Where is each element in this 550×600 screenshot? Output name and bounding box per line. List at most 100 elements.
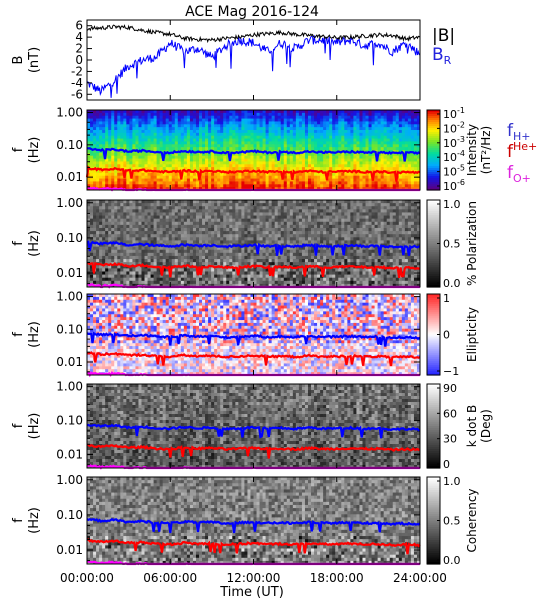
spectrogram-cell [183, 115, 188, 120]
spectrogram-cell [238, 203, 242, 207]
spectrogram-cell [235, 262, 239, 266]
spectrogram-cell [298, 161, 303, 165]
spectrogram-cell [111, 178, 115, 182]
spectrogram-cell [389, 118, 394, 122]
spectrogram-cell [217, 212, 221, 217]
spectrogram-cell [114, 152, 118, 157]
spectrogram-cell [292, 130, 297, 134]
spectrogram-cell [301, 135, 306, 140]
spectrogram-cell [311, 178, 315, 182]
spectrogram-cell [289, 147, 294, 151]
spectrogram-cell [277, 135, 282, 140]
spectrogram-cell [241, 277, 245, 282]
spectrogram-cell [195, 124, 200, 128]
spectrogram-cell [141, 175, 146, 180]
spectrogram-cell [271, 147, 276, 151]
spectrogram-cell [398, 124, 403, 128]
spectrogram-cell [120, 268, 124, 272]
spectrogram-cell [404, 187, 409, 191]
spectrogram-cell [126, 271, 130, 276]
spectrogram-cell [401, 184, 406, 188]
spectrogram-cell [165, 259, 170, 263]
spectrogram-cell [183, 144, 188, 148]
spectrogram-cell [235, 164, 239, 168]
spectrogram-cell [171, 237, 176, 241]
spectrogram-cell [205, 130, 209, 134]
spectrogram-cell [259, 271, 264, 276]
spectrogram-cell [259, 124, 264, 128]
spectrogram-cell [214, 144, 218, 148]
spectrogram-cell [211, 121, 215, 125]
spectrogram-cell [195, 252, 200, 257]
spectrogram-cell [165, 283, 170, 288]
spectrogram-cell [413, 138, 418, 142]
spectrogram-cell [108, 221, 112, 226]
spectrogram-cell [359, 141, 363, 145]
spectrogram-cell [165, 249, 170, 254]
spectrogram-cell [99, 209, 103, 213]
spectrogram-cell [389, 124, 394, 128]
spectrogram-cell [159, 172, 164, 177]
spectrogram-cell [241, 155, 245, 160]
spectrogram-cell [326, 130, 330, 134]
spectrogram-cell [199, 200, 203, 204]
spectrogram-cell [344, 124, 348, 128]
spectrogram-cell [359, 164, 363, 168]
spectrogram-cell [99, 280, 103, 285]
spectrogram-cell [256, 200, 261, 204]
spectrogram-cell [90, 127, 94, 131]
spectrogram-cell [208, 203, 212, 207]
spectrogram-cell [341, 181, 345, 185]
spectrogram-cell [205, 164, 209, 168]
spectrogram-cell [353, 152, 357, 157]
spectrogram-cell [353, 127, 357, 131]
colorbar-swatch [427, 114, 440, 117]
spectrogram-cell [362, 187, 367, 191]
spectrogram-cell [208, 184, 212, 188]
spectrogram-cell [274, 161, 279, 165]
spectrogram-cell [244, 237, 248, 241]
spectrogram-cell [238, 184, 242, 188]
spectrogram-cell [338, 172, 342, 177]
spectrogram-cell [253, 178, 258, 182]
spectrogram-cell [205, 200, 209, 204]
spectrogram-cell [392, 187, 397, 191]
spectrogram-cell [244, 158, 248, 162]
spectrogram-cell [138, 277, 142, 282]
spectrogram-cell [153, 172, 158, 177]
spectrogram-cell [174, 121, 179, 125]
spectrogram-cell [413, 135, 418, 140]
spectrogram-cell [171, 268, 176, 272]
spectrogram-cell [398, 118, 403, 122]
spectrogram-cell [271, 280, 276, 285]
spectrogram-cell [183, 124, 188, 128]
spectrogram-cell [108, 130, 112, 134]
spectrogram-cell [192, 172, 197, 177]
spectrogram-cell [386, 181, 391, 185]
spectrogram-cell [138, 172, 142, 177]
spectrogram-cell [93, 138, 97, 142]
spectrogram-cell [271, 178, 276, 182]
spectrogram-cell [150, 252, 155, 257]
spectrogram-cell [105, 221, 109, 226]
spectrogram-cell [105, 246, 109, 251]
spectrogram-cell [365, 181, 370, 185]
spectrogram-cell [283, 161, 288, 165]
spectrogram-cell [192, 203, 197, 207]
spectrogram-cell [262, 161, 267, 165]
spectrogram-cell [177, 237, 182, 241]
spectrogram-cell [150, 237, 155, 241]
spectrogram-cell [217, 155, 221, 160]
spectrogram-cell [223, 203, 227, 207]
spectrogram-cell [153, 246, 158, 251]
spectrogram-cell [250, 178, 254, 182]
spectrogram-cell [235, 132, 239, 137]
spectrogram-cell [274, 147, 279, 151]
spectrogram-cell [195, 152, 200, 157]
spectrogram-cell [102, 218, 106, 223]
spectrogram-cell [159, 200, 164, 204]
spectrogram-cell [262, 283, 267, 288]
spectrogram-cell [253, 277, 258, 282]
spectrogram-cell [286, 181, 291, 185]
y-tick-label: -6 [71, 87, 83, 101]
